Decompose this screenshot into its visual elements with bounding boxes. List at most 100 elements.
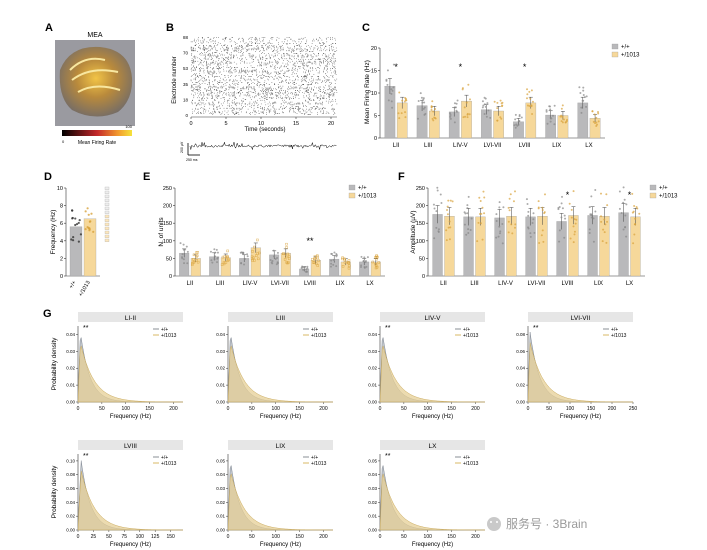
tick-label: 0 xyxy=(379,406,382,412)
data-point xyxy=(404,111,407,114)
tick-label: 0 xyxy=(77,534,80,540)
data-point xyxy=(531,112,534,115)
data-point xyxy=(549,116,552,119)
group-label: LX xyxy=(626,281,633,287)
data-point xyxy=(533,231,536,234)
data-point xyxy=(549,105,552,108)
data-point xyxy=(404,116,407,119)
legend-swatch xyxy=(104,210,110,214)
data-point xyxy=(195,259,198,262)
tick-label: 50 xyxy=(249,406,255,412)
data-point xyxy=(518,115,521,118)
density-mut xyxy=(77,344,183,403)
group-label: LIV-V xyxy=(243,281,258,287)
data-point xyxy=(226,249,229,253)
data-point xyxy=(449,199,452,202)
plot-title: LI-II xyxy=(125,315,136,322)
tick-label: 0.01 xyxy=(216,514,225,519)
bar-mut xyxy=(630,216,641,277)
raster-x-ticks: 0 5 10 15 20 xyxy=(189,117,334,127)
data-point xyxy=(585,95,588,98)
data-point xyxy=(553,123,556,126)
data-point xyxy=(558,206,561,209)
data-point xyxy=(423,113,426,116)
legend-label: +/1013 xyxy=(311,333,327,339)
raster-row xyxy=(207,71,337,73)
data-point xyxy=(588,232,591,235)
tick-label: 0.03 xyxy=(368,349,377,354)
x-axis-label: Frequency (Hz) xyxy=(412,414,453,420)
panel-letter: D xyxy=(44,171,52,183)
raster-row xyxy=(190,46,334,48)
group-label: LIV-V xyxy=(498,281,513,287)
raster-row xyxy=(193,65,333,67)
x-axis-label: Frequency (Hz) xyxy=(560,414,601,420)
data-point xyxy=(375,265,379,269)
data-point xyxy=(272,249,275,252)
tick-label: 250 xyxy=(416,186,425,192)
raster-row xyxy=(195,44,332,45)
tick-label: 0.05 xyxy=(216,458,225,463)
data-point xyxy=(75,222,79,226)
data-point xyxy=(306,265,309,268)
data-point xyxy=(255,254,258,257)
data-point xyxy=(532,218,535,221)
tick-label: 0 xyxy=(422,274,425,280)
plot-title-strip xyxy=(228,312,333,322)
data-point xyxy=(455,102,458,105)
raster-row xyxy=(203,39,336,41)
data-point xyxy=(271,260,274,263)
data-point xyxy=(432,110,435,113)
group-label: LIX xyxy=(552,143,561,149)
raster-row xyxy=(191,101,331,103)
legend-label: +/+ xyxy=(611,327,618,333)
data-point xyxy=(216,251,219,254)
raster-row xyxy=(212,114,335,115)
data-point xyxy=(286,252,289,256)
data-point xyxy=(192,257,195,261)
data-point xyxy=(302,268,305,271)
data-point xyxy=(211,261,214,264)
raster-row xyxy=(203,96,330,98)
data-point xyxy=(483,103,486,106)
y-axis-label: Amplitude (µV) xyxy=(410,210,417,253)
data-point xyxy=(191,262,194,265)
data-point xyxy=(286,261,289,265)
data-point xyxy=(551,114,554,117)
raster-row xyxy=(191,58,336,60)
legend-swatch xyxy=(104,234,110,238)
data-point xyxy=(529,97,532,100)
data-point xyxy=(507,231,510,234)
data-point xyxy=(84,210,87,213)
data-point xyxy=(182,258,185,261)
data-point xyxy=(604,223,607,226)
raster-x-label: Time (seconds) xyxy=(244,127,285,133)
data-point xyxy=(422,107,425,110)
data-point xyxy=(446,205,449,208)
group-label: LVI-VII xyxy=(271,281,289,287)
significance-marker: * xyxy=(459,62,463,72)
legend-swatch xyxy=(104,214,110,218)
data-point xyxy=(498,206,501,209)
tick-label: 150 xyxy=(163,221,172,227)
data-point xyxy=(71,216,74,220)
data-point xyxy=(271,262,274,265)
data-point xyxy=(561,121,564,124)
data-point xyxy=(421,101,424,104)
data-point xyxy=(392,63,395,66)
raster-row xyxy=(194,92,338,93)
data-point xyxy=(84,228,87,231)
data-point xyxy=(86,207,89,210)
data-point xyxy=(622,228,625,231)
data-point xyxy=(633,223,636,226)
legend-label: +/1013 xyxy=(463,333,479,339)
data-point xyxy=(246,255,249,258)
data-point xyxy=(582,86,585,89)
raster-row xyxy=(191,102,329,104)
data-point xyxy=(498,232,501,235)
data-point xyxy=(92,230,95,233)
data-point xyxy=(622,186,625,189)
data-point xyxy=(512,200,515,203)
data-point xyxy=(387,99,390,102)
raster-row xyxy=(191,70,336,72)
